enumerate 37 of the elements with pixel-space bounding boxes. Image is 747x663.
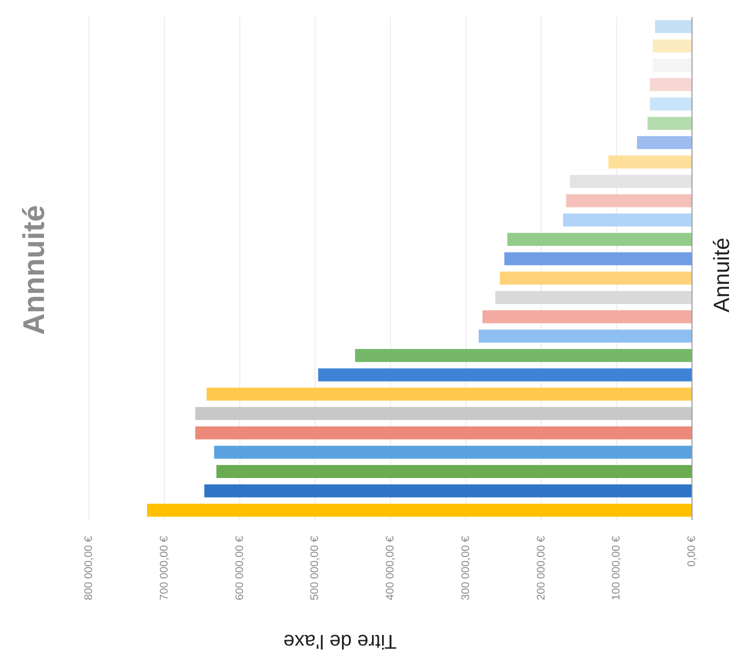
bar — [652, 58, 692, 72]
bar — [318, 368, 692, 382]
bar — [147, 504, 692, 517]
bar — [355, 348, 692, 362]
x-tick-label: 400 000,00 € — [384, 536, 396, 600]
x-tick-label: 800 000,00 € — [83, 536, 95, 600]
bar — [563, 214, 692, 227]
bar — [478, 330, 692, 343]
bar — [566, 194, 692, 208]
bar — [655, 20, 692, 34]
x-tick-label: 700 000,00 € — [158, 536, 170, 600]
text: Annnuité — [17, 204, 52, 337]
bar — [636, 136, 692, 150]
bar — [195, 426, 692, 440]
bar — [648, 116, 692, 130]
x-tick-label: 200 000,00 € — [535, 536, 548, 600]
bar — [608, 156, 692, 169]
bar — [507, 232, 692, 246]
bar — [650, 97, 692, 110]
y-axis-title: Annuité — [708, 236, 735, 314]
x-tick-label: 0,00 € — [686, 536, 698, 567]
bar — [206, 388, 692, 401]
x-tick-label: 300 000,00 € — [460, 536, 472, 600]
bar — [495, 290, 692, 304]
x-tick-label: 100 000,00 € — [610, 536, 623, 600]
x-tick-label: 600 000,00 € — [234, 536, 246, 600]
bar — [504, 252, 692, 266]
bar — [482, 310, 692, 324]
x-axis-title: Titre de l'axe — [282, 629, 398, 654]
bar — [195, 407, 692, 420]
bar — [214, 446, 692, 459]
x-tick-label: 500 000,00 € — [309, 536, 322, 600]
bar — [216, 465, 692, 478]
bar — [652, 39, 692, 52]
bar — [204, 484, 692, 498]
bar — [500, 272, 692, 285]
bar — [650, 78, 692, 92]
